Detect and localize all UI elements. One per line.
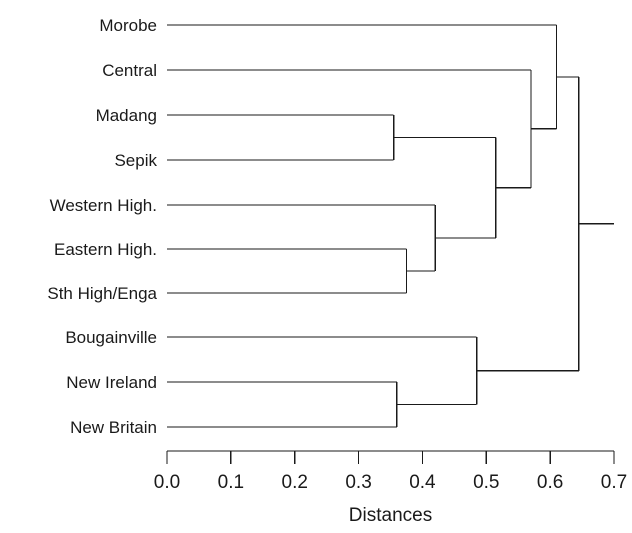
x-tick-label: 0.7 [601, 472, 627, 493]
leaf-label: Bougainville [65, 328, 157, 347]
leaf-label: Eastern High. [54, 240, 157, 259]
x-tick-label: 0.2 [282, 472, 308, 493]
leaf-label: New Britain [70, 418, 157, 437]
x-tick-label: 0.3 [345, 472, 371, 493]
leaf-label: Sth High/Enga [47, 284, 157, 303]
dendrogram-branches [167, 24, 614, 428]
leaf-label: Madang [96, 106, 157, 125]
x-axis-ticks: 0.0 0.1 0.2 0.3 0.4 0.5 0.6 0.7 [154, 451, 627, 493]
x-tick-label: 0.6 [537, 472, 563, 493]
leaf-labels: Morobe Central Madang Sepik Western High. Eas… [47, 16, 157, 437]
x-tick-label: 0.0 [154, 472, 180, 493]
x-tick-label: 0.5 [473, 472, 499, 493]
x-axis-title: Distances [349, 505, 432, 526]
leaf-label: Morobe [99, 16, 157, 35]
x-tick-label: 0.4 [409, 472, 436, 493]
leaf-label: Central [102, 61, 157, 80]
x-axis: 0.0 0.1 0.2 0.3 0.4 0.5 0.6 0.7 Distances [154, 450, 627, 526]
leaf-label: New Ireland [66, 373, 157, 392]
leaf-label: Western High. [50, 196, 157, 215]
x-tick-label: 0.1 [218, 472, 244, 493]
leaf-label: Sepik [114, 151, 157, 170]
